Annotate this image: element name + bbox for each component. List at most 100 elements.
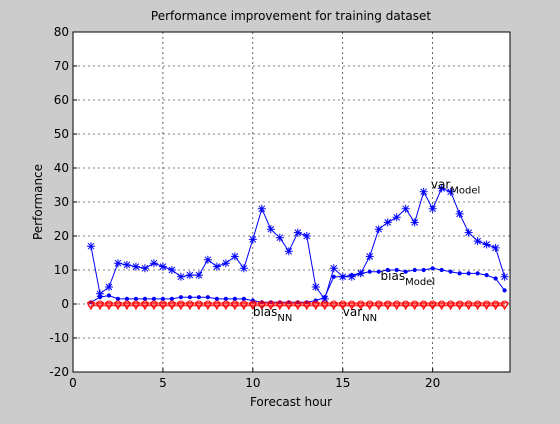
plot-area: [72, 31, 511, 373]
star-marker: [86, 242, 95, 251]
dot-marker: [322, 295, 327, 300]
star-marker: [446, 187, 455, 196]
star-marker: [203, 255, 212, 264]
triangle-marker: [221, 302, 231, 311]
y-tick-label: 20: [54, 229, 69, 243]
triangle-marker: [167, 302, 177, 311]
circle-marker: [123, 300, 131, 308]
annotation: biasNN: [253, 305, 293, 324]
circle-marker: [384, 300, 392, 308]
y-axis-label: Performance: [31, 164, 45, 240]
star-marker: [365, 252, 374, 261]
triangle-marker: [446, 302, 455, 311]
triangle-marker: [356, 302, 366, 311]
star-marker: [284, 247, 293, 256]
triangle-marker: [95, 302, 105, 311]
y-tick-label: 50: [54, 127, 69, 141]
annotation-text: var: [343, 305, 362, 319]
dot-marker: [412, 267, 417, 273]
annotation-text: bias: [381, 269, 406, 283]
circle-marker: [186, 300, 194, 308]
circle-marker: [357, 300, 365, 308]
y-tick-label: 30: [54, 195, 69, 209]
star-marker: [419, 187, 428, 196]
dot-marker: [430, 266, 435, 271]
dot-marker: [196, 295, 201, 300]
triangle-marker: [212, 302, 222, 311]
star-marker: [176, 272, 185, 281]
dot-marker: [205, 295, 210, 300]
star-marker: [302, 232, 311, 240]
y-tick-label: -10: [49, 331, 69, 345]
triangle-marker: [257, 302, 267, 311]
star-marker: [428, 204, 437, 213]
dot-marker: [376, 269, 381, 274]
triangle-marker: [248, 302, 258, 311]
dot-marker: [466, 271, 471, 276]
dot-marker: [385, 267, 390, 273]
triangle-marker: [374, 302, 384, 311]
circle-marker: [366, 300, 374, 308]
dot-marker: [331, 274, 336, 279]
star-marker: [311, 283, 320, 291]
circle-marker: [105, 300, 113, 308]
dot-marker: [214, 296, 219, 301]
y-tick-label: 0: [61, 297, 69, 311]
star-marker: [167, 266, 176, 274]
annotation: varModel: [431, 177, 480, 196]
dot-marker: [169, 296, 175, 301]
dot-marker: [484, 273, 489, 278]
y-tick-label: -20: [49, 365, 69, 379]
triangle-marker: [122, 302, 132, 311]
annotation-subscript: Model: [450, 185, 480, 196]
star-marker: [158, 262, 167, 271]
circle-marker: [339, 300, 347, 308]
star-marker: [383, 218, 392, 227]
star-marker: [482, 240, 491, 249]
star-marker: [221, 259, 230, 268]
circle-marker: [150, 300, 158, 308]
star-marker: [500, 272, 509, 281]
dot-marker: [475, 271, 480, 276]
circle-marker: [159, 300, 167, 308]
star-marker: [455, 209, 464, 218]
circle-marker: [294, 300, 302, 308]
dot-marker: [394, 267, 399, 273]
star-marker: [113, 259, 122, 268]
star-marker: [410, 218, 419, 227]
triangle-marker: [473, 302, 482, 311]
circle-marker: [501, 300, 509, 308]
triangle-marker: [338, 302, 348, 311]
triangle-marker: [113, 302, 123, 311]
star-marker: [473, 237, 482, 246]
circle-marker: [447, 300, 455, 308]
circle-marker: [249, 300, 257, 308]
x-tick-label: 0: [69, 376, 77, 390]
x-axis-label: Forecast hour: [250, 395, 332, 409]
triangle-marker: [437, 302, 447, 311]
triangle-marker: [239, 302, 249, 311]
circle-marker: [393, 300, 401, 308]
triangle-marker: [284, 302, 294, 311]
y-tick-label: 80: [54, 25, 69, 39]
triangle-marker: [149, 302, 159, 311]
circle-marker: [141, 300, 149, 308]
triangle-marker: [230, 302, 240, 311]
dot-marker: [403, 269, 408, 274]
triangle-marker: [401, 302, 411, 311]
circle-marker: [348, 300, 356, 308]
triangle-marker: [500, 302, 509, 311]
circle-marker: [483, 300, 491, 308]
y-tick-label: 10: [54, 263, 69, 277]
circle-marker: [429, 300, 437, 308]
triangle-marker: [176, 302, 186, 311]
annotation-text: bias: [253, 305, 278, 319]
star-marker: [491, 243, 500, 252]
circle-marker: [195, 300, 203, 308]
star-marker: [248, 235, 257, 244]
dot-marker: [349, 273, 354, 278]
annotation: varNN: [343, 305, 377, 324]
annotation-subscript: Model: [405, 277, 435, 288]
circle-marker: [267, 300, 275, 308]
circle-marker: [492, 300, 500, 308]
